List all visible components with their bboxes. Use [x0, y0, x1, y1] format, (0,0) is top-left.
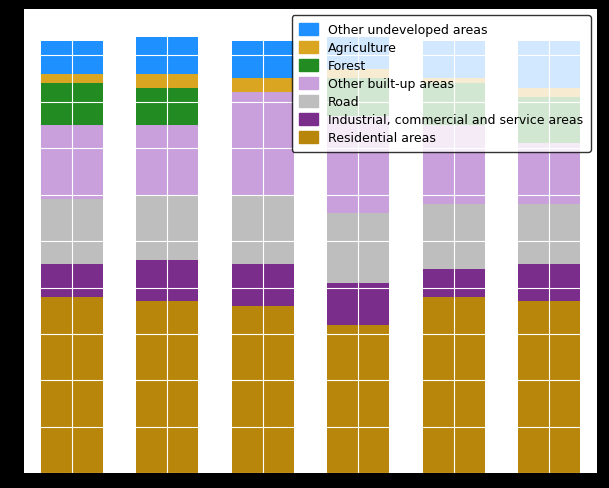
Bar	[136, 89, 199, 125]
Bar	[232, 264, 294, 306]
Bar	[232, 195, 294, 264]
Bar	[232, 79, 294, 93]
Legend: Other undeveloped areas, Agriculture, Forest, Other built-up areas, Road, Indust: Other undeveloped areas, Agriculture, Fo…	[292, 16, 591, 152]
Bar	[232, 93, 294, 195]
Bar	[518, 302, 580, 473]
Bar	[41, 264, 103, 297]
Bar	[136, 38, 199, 75]
Bar	[136, 75, 199, 89]
Bar	[327, 283, 389, 325]
Bar	[423, 84, 485, 125]
Bar	[41, 200, 103, 264]
Bar	[41, 75, 103, 84]
Bar	[423, 204, 485, 269]
Bar	[423, 42, 485, 79]
Bar	[232, 42, 294, 79]
Bar	[327, 38, 389, 70]
Bar	[518, 144, 580, 204]
Bar	[41, 84, 103, 125]
Bar	[136, 302, 199, 473]
Bar	[518, 42, 580, 89]
Bar	[41, 297, 103, 473]
Bar	[327, 70, 389, 79]
Bar	[327, 79, 389, 116]
Bar	[136, 125, 199, 195]
Bar	[41, 126, 103, 200]
Bar	[423, 125, 485, 204]
Bar	[423, 297, 485, 473]
Bar	[327, 325, 389, 473]
Bar	[136, 260, 199, 302]
Bar	[423, 269, 485, 297]
Bar	[518, 264, 580, 302]
Bar	[518, 89, 580, 98]
Bar	[136, 195, 199, 260]
Bar	[327, 116, 389, 214]
Bar	[518, 204, 580, 264]
Bar	[41, 42, 103, 75]
Bar	[232, 306, 294, 473]
Bar	[423, 79, 485, 84]
Bar	[327, 214, 389, 283]
Bar	[518, 98, 580, 144]
